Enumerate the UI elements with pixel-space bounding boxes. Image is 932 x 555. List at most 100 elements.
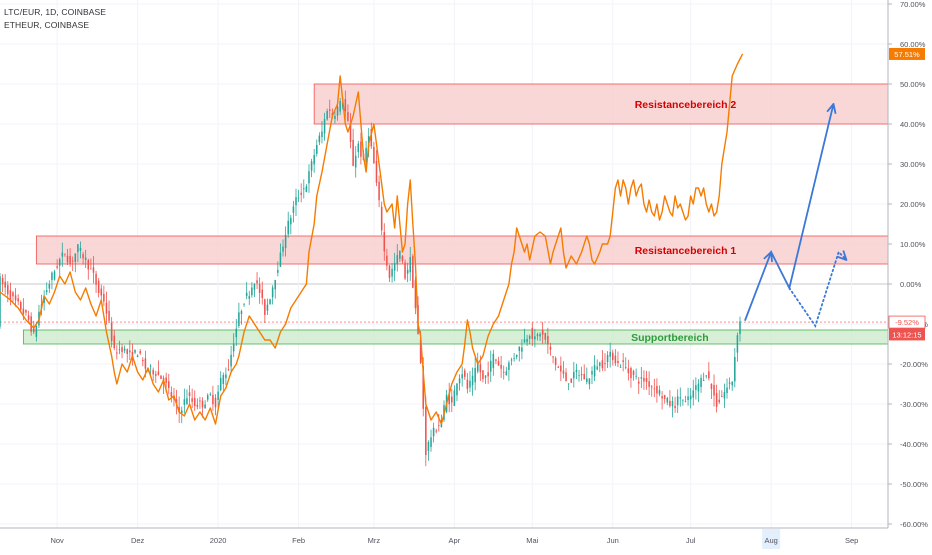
candle-body [61,252,64,257]
candle-body [697,383,700,392]
candle [214,394,217,416]
candle-body [245,292,248,297]
candle [269,298,271,305]
candle-body [601,360,604,369]
candle-body [510,359,513,361]
zone-2: Supportbereich [22,329,889,345]
candle-body [217,391,219,400]
candle [45,282,48,295]
candle [674,396,676,413]
candle [528,334,531,345]
candle-body [204,404,206,409]
badge-bg [888,315,926,329]
candle-body [588,378,591,385]
candle-body [404,262,406,279]
candle-body [560,365,562,372]
candle-body [113,335,116,349]
candle [219,371,222,392]
candle-body [170,392,173,397]
x-tick-label: Mai [526,536,538,545]
x-tick-label: Mrz [368,536,381,545]
candle [482,370,484,383]
candle-body [292,206,295,213]
candle [251,282,253,298]
candles [0,90,741,467]
candle [531,322,534,347]
candle-body [637,381,640,384]
candle [606,351,609,368]
candle [201,397,204,418]
candle-body [539,333,541,337]
candle-body [399,250,401,259]
candle-body [705,375,708,377]
candle-body [9,290,12,300]
candle-body [692,390,695,398]
candle [14,288,17,307]
candle [448,382,450,413]
y-tick-label: 30.00% [900,160,926,169]
candle [186,389,188,406]
candle-body [448,393,450,405]
candle-body [178,407,180,413]
candle-body [523,339,526,343]
candle-body [321,131,323,137]
candle-body [334,115,336,120]
candle [567,383,570,391]
candle [82,251,84,265]
candle [349,112,352,149]
candle-body [279,252,282,267]
candle [526,334,528,346]
candle [614,349,617,366]
candle [48,280,51,293]
candle-body [578,375,580,377]
candle [435,428,437,434]
zone-label: Resistancebereich 1 [635,245,737,257]
candle-body [82,254,84,259]
candle [297,189,300,202]
badge-label: -9.52% [895,318,919,327]
projection-path [744,103,835,321]
candle [648,371,650,396]
candle-body [700,377,702,388]
candle-body [352,139,354,166]
candle [671,396,674,418]
candle-body [466,379,469,389]
candle [684,395,687,403]
legend-compare-symbol: ETHEUR, COINBASE [4,20,90,30]
candle [645,370,648,390]
candle [110,317,113,348]
candle-body [536,334,539,337]
candle-body [492,353,495,368]
candle [676,389,679,414]
candle-body [139,351,141,354]
candle-body [409,257,412,273]
candle-body [721,395,723,397]
candle-body [251,287,253,296]
candle-body [474,367,476,383]
candle [66,248,69,265]
candle [456,382,458,402]
candle-body [108,310,110,321]
candle [393,252,396,282]
candle-body [702,380,705,381]
candle-body [666,397,669,403]
candle [565,368,567,382]
candle-body [388,265,391,278]
candle [593,355,596,382]
candle-body [347,112,349,121]
candle-body [671,401,674,407]
candle [723,383,726,409]
candle [87,258,90,280]
candle [134,349,136,355]
candle [399,250,401,263]
candle [583,364,585,380]
candle-body [726,387,728,394]
candle [575,363,578,380]
candle-body [201,400,204,408]
x-tick-highlight [762,529,781,549]
candle-body [526,338,528,343]
candle-body [344,99,347,112]
candle-body [663,395,666,399]
